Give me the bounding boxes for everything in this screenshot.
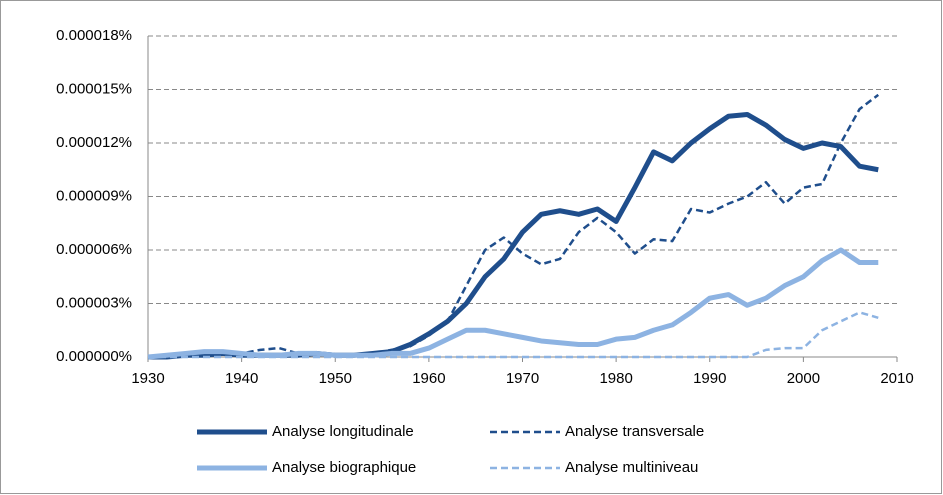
y-tick-label: 0.000006% — [56, 241, 132, 258]
legend-label: Analyse multiniveau — [565, 459, 698, 476]
y-tick-label: 0.000015% — [56, 80, 132, 97]
x-tick-label: 1960 — [412, 370, 445, 387]
x-tick-label: 1990 — [693, 370, 726, 387]
series-line — [148, 311, 879, 359]
x-tick-label: 1970 — [506, 370, 539, 387]
series-line — [148, 93, 880, 359]
legend-label: Analyse transversale — [565, 423, 704, 440]
series-line — [147, 247, 879, 360]
y-tick-label: 0.000003% — [56, 294, 132, 311]
legend-label: Analyse longitudinale — [272, 423, 414, 440]
y-tick-label: 0.000000% — [56, 348, 132, 365]
x-tick-label: 1950 — [319, 370, 352, 387]
y-tick-label: 0.000012% — [56, 134, 132, 151]
y-tick-label: 0.000018% — [56, 27, 132, 44]
x-tick-label: 1980 — [599, 370, 632, 387]
x-tick-label: 2000 — [787, 370, 820, 387]
x-tick-label: 1930 — [131, 370, 164, 387]
x-tick-label: 1940 — [225, 370, 258, 387]
y-tick-label: 0.000009% — [56, 187, 132, 204]
legend-label: Analyse biographique — [272, 459, 416, 476]
x-tick-label: 2010 — [880, 370, 913, 387]
